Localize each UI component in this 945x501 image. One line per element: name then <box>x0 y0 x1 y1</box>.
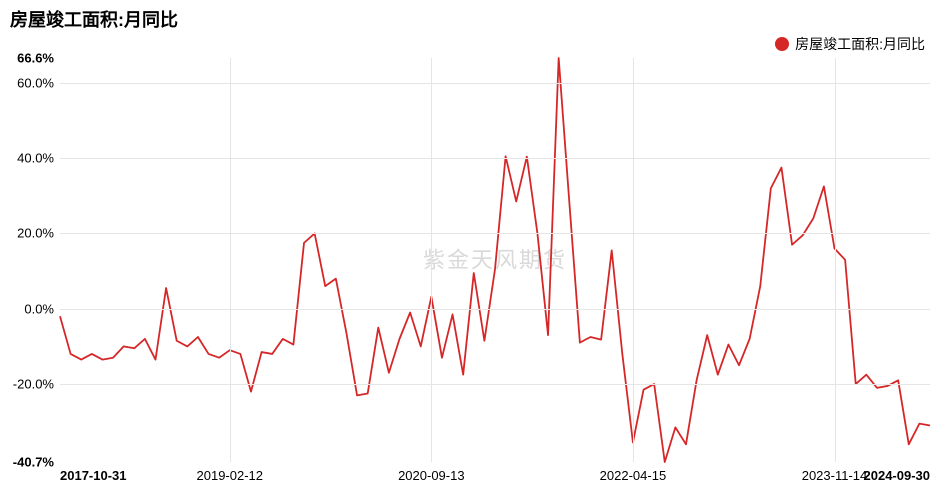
x-axis-tick-label: 2022-04-15 <box>600 468 667 483</box>
x-axis-tick-label: 2020-09-13 <box>398 468 465 483</box>
y-axis-tick-label: -20.0% <box>13 377 54 392</box>
x-axis-tick-label: 2019-02-12 <box>197 468 264 483</box>
y-axis-tick-label: 0.0% <box>24 301 54 316</box>
y-axis-tick-label: 60.0% <box>17 75 54 90</box>
y-axis-tick-label: -40.7% <box>13 455 54 470</box>
gridline-vertical <box>835 58 836 462</box>
gridline-horizontal <box>60 384 930 385</box>
x-axis-tick-label: 2017-10-31 <box>60 468 127 483</box>
y-axis-tick-label: 40.0% <box>17 151 54 166</box>
line-series-svg <box>60 58 930 462</box>
chart-title: 房屋竣工面积:月同比 <box>10 6 178 32</box>
line-series <box>60 58 930 462</box>
x-axis-tick-label: 2024-09-30 <box>864 468 931 483</box>
y-axis-tick-label: 20.0% <box>17 226 54 241</box>
gridline-horizontal <box>60 233 930 234</box>
y-axis-tick-label: 66.6% <box>17 51 54 66</box>
plot-area: 紫金天风期货 -40.7%-20.0%0.0%20.0%40.0%60.0%66… <box>60 58 930 462</box>
legend: 房屋竣工面积:月同比 <box>775 34 925 54</box>
gridline-horizontal <box>60 309 930 310</box>
chart-container: 房屋竣工面积:月同比 房屋竣工面积:月同比 紫金天风期货 -40.7%-20.0… <box>0 0 945 501</box>
gridline-vertical <box>431 58 432 462</box>
legend-label: 房屋竣工面积:月同比 <box>795 34 925 54</box>
gridline-vertical <box>633 58 634 462</box>
gridline-horizontal <box>60 83 930 84</box>
gridline-horizontal <box>60 158 930 159</box>
gridline-vertical <box>230 58 231 462</box>
x-axis-tick-label: 2023-11-14 <box>802 468 868 483</box>
legend-marker-circle <box>775 37 789 51</box>
